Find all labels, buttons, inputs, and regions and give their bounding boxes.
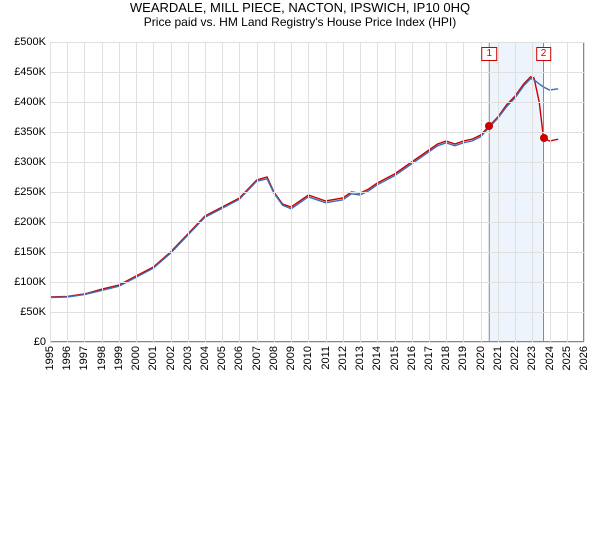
plot-area: £0£50K£100K£150K£200K£250K£300K£350K£400… [50,42,584,342]
gridline-v [429,42,430,342]
gridline-h [50,342,584,343]
gridline-v [84,42,85,342]
xtick-label: 2000 [130,346,142,370]
gridline-v [326,42,327,342]
xtick-label: 2026 [578,346,590,370]
xtick-label: 2020 [475,346,487,370]
gridline-v [257,42,258,342]
xtick-label: 2012 [337,346,349,370]
ytick-label: £250K [14,186,46,198]
gridline-v [567,42,568,342]
gridline-v [463,42,464,342]
ytick-label: £200K [14,216,46,228]
ytick-label: £50K [20,306,46,318]
gridline-v [102,42,103,342]
gridline-v [171,42,172,342]
xtick-label: 2013 [354,346,366,370]
gridline-v [377,42,378,342]
gridline-v [239,42,240,342]
ytick-label: £500K [14,36,46,48]
ytick-label: £100K [14,276,46,288]
gridline-v [446,42,447,342]
gridline-v [308,42,309,342]
gridline-h [50,102,584,103]
gridline-h [50,222,584,223]
ytick-label: £150K [14,246,46,258]
gridline-h [50,72,584,73]
ytick-label: £400K [14,96,46,108]
xtick-label: 2024 [544,346,556,370]
gridline-h [50,252,584,253]
xtick-label: 2018 [440,346,452,370]
xtick-label: 2007 [251,346,263,370]
xtick-label: 2001 [147,346,159,370]
gridline-v [584,42,585,342]
xtick-label: 1999 [113,346,125,370]
xtick-label: 2016 [406,346,418,370]
chart-title: WEARDALE, MILL PIECE, NACTON, IPSWICH, I… [0,0,600,15]
gridline-h [50,132,584,133]
gridline-v [274,42,275,342]
series-hpi [50,79,558,298]
series-property [50,77,558,297]
gridline-v [498,42,499,342]
gridline-h [50,282,584,283]
gridline-v [119,42,120,342]
gridline-h [50,42,584,43]
gridline-v [50,42,51,342]
xtick-label: 2011 [320,346,332,370]
xtick-label: 2021 [492,346,504,370]
gridline-v [67,42,68,342]
gridline-v [291,42,292,342]
xtick-label: 1996 [61,346,73,370]
gridline-h [50,312,584,313]
xtick-label: 2022 [509,346,521,370]
gridline-v [343,42,344,342]
xtick-label: 2008 [268,346,280,370]
xtick-label: 2006 [233,346,245,370]
sale-marker [485,122,493,130]
xtick-label: 2005 [216,346,228,370]
ytick-label: £350K [14,126,46,138]
xtick-label: 2010 [302,346,314,370]
marker-label: 2 [536,47,552,61]
gridline-v [395,42,396,342]
gridline-h [50,162,584,163]
xtick-label: 2017 [423,346,435,370]
ytick-label: £450K [14,66,46,78]
xtick-label: 2003 [182,346,194,370]
gridline-v [532,42,533,342]
xtick-label: 2015 [389,346,401,370]
marker-label: 1 [481,47,497,61]
sale-marker [540,134,548,142]
xtick-label: 2014 [371,346,383,370]
chart-subtitle: Price paid vs. HM Land Registry's House … [0,15,600,29]
gridline-v [550,42,551,342]
gridline-v [515,42,516,342]
xtick-label: 1997 [78,346,90,370]
gridline-h [50,192,584,193]
xtick-label: 2025 [561,346,573,370]
xtick-label: 2009 [285,346,297,370]
gridline-v [360,42,361,342]
xtick-label: 2002 [165,346,177,370]
gridline-v [153,42,154,342]
gridline-v [481,42,482,342]
gridline-v [136,42,137,342]
gridline-v [188,42,189,342]
xtick-label: 2019 [457,346,469,370]
gridline-v [222,42,223,342]
xtick-label: 2023 [526,346,538,370]
xtick-label: 2004 [199,346,211,370]
ytick-label: £300K [14,156,46,168]
xtick-label: 1995 [44,346,56,370]
xtick-label: 1998 [96,346,108,370]
gridline-v [205,42,206,342]
gridline-v [412,42,413,342]
